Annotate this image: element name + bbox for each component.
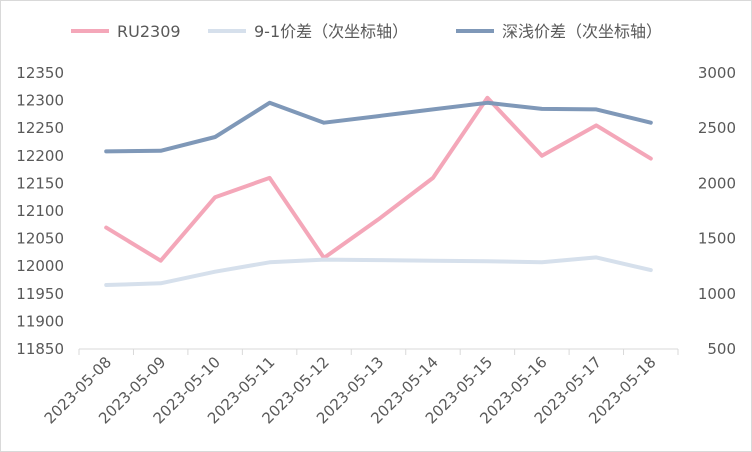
legend-item-1: RU2309 (71, 22, 181, 41)
y-left-tick-label: 11850 (16, 340, 64, 358)
legend: RU2309 9-1价差（次坐标轴） 深浅价差（次坐标轴） (71, 22, 662, 41)
series-line-1 (104, 95, 653, 263)
y-left-tick-label: 12300 (16, 92, 64, 110)
series-lines (104, 95, 653, 287)
y-right-tick-label: 2000 (698, 174, 736, 192)
legend-item-2: 9-1价差（次坐标轴） (208, 22, 408, 41)
y-left-tick-label: 12100 (16, 202, 64, 220)
y-left-tick-label: 12150 (16, 174, 64, 192)
y-right-tick-label: 500 (707, 340, 736, 358)
y-left-tick-label: 12350 (16, 64, 64, 82)
series-line-3 (104, 100, 653, 154)
y-right-tick-label: 3000 (698, 64, 736, 82)
y-right-tick-label: 2500 (698, 119, 736, 137)
legend-label: RU2309 (117, 22, 181, 41)
series-line-2 (104, 255, 653, 287)
y-right-tick-label: 1500 (698, 230, 736, 248)
legend-label: 深浅价差（次坐标轴） (502, 22, 662, 41)
legend-item-3: 深浅价差（次坐标轴） (456, 22, 662, 41)
y-left-tick-label: 12000 (16, 257, 64, 275)
y-left-tick-label: 12050 (16, 230, 64, 248)
y-left-tick-label: 11900 (16, 312, 64, 330)
legend-label: 9-1价差（次坐标轴） (254, 22, 408, 41)
y-left-tick-label: 11950 (16, 285, 64, 303)
y-left-tick-label: 12250 (16, 119, 64, 137)
y-right-tick-label: 1000 (698, 285, 736, 303)
y-left-tick-label: 12200 (16, 147, 64, 165)
